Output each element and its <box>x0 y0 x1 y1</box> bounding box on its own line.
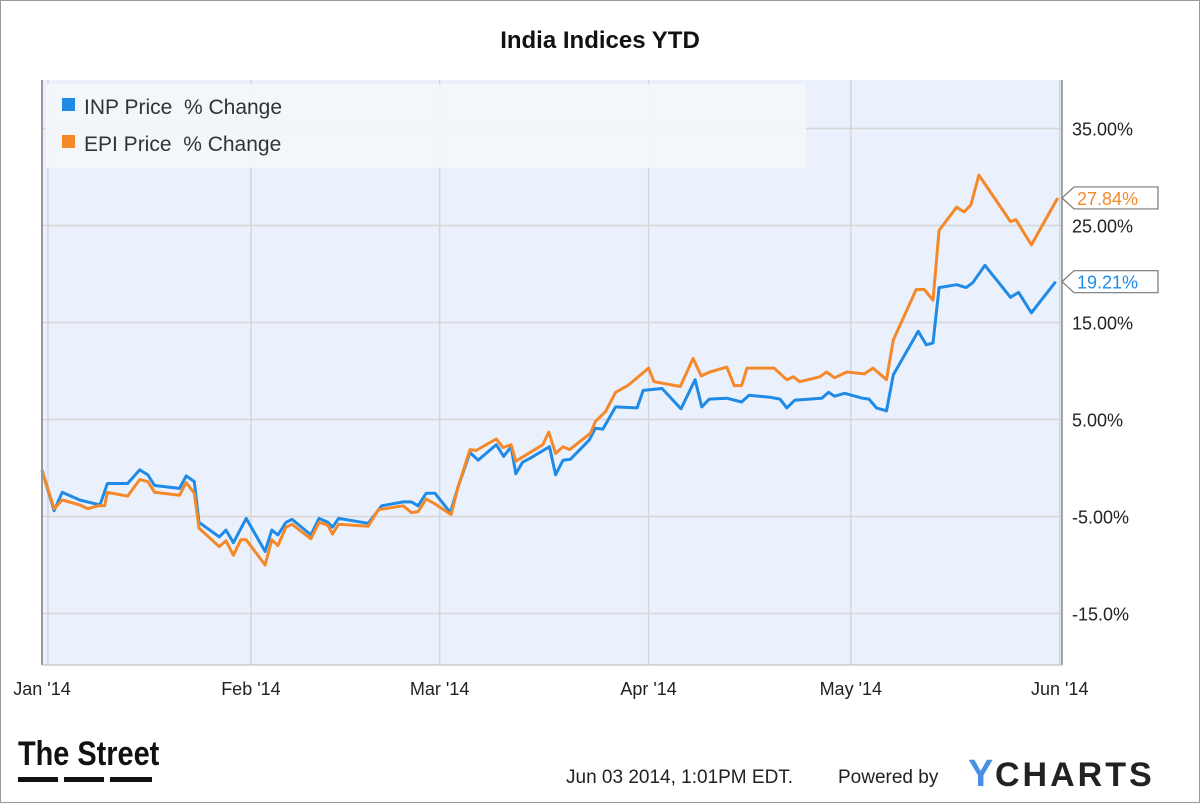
y-tick-label: 25.00% <box>1072 217 1133 237</box>
x-tick-label: Jan '14 <box>13 679 70 699</box>
x-tick-label: Mar '14 <box>410 679 469 699</box>
y-tick-label: 35.00% <box>1072 120 1133 140</box>
end-labels: 19.21% 27.84% <box>1061 186 1159 294</box>
thestreet-logo-bar <box>110 777 152 782</box>
x-tick-label: Apr '14 <box>620 679 676 699</box>
y-tick-label: 15.00% <box>1072 314 1133 334</box>
ycharts-logo-text: CHARTS <box>995 756 1155 794</box>
end-label-value: 27.84% <box>1077 189 1138 209</box>
series-line-epi <box>40 173 1060 567</box>
legend-swatch-inp <box>62 98 75 111</box>
thestreet-logo-bar <box>64 777 104 782</box>
plot-area <box>42 80 1062 665</box>
end-label-box <box>1061 270 1159 294</box>
ycharts-logo[interactable]: Y CHARTS <box>968 753 1155 795</box>
footer-powered-by: Powered by <box>838 767 939 788</box>
legend-box <box>46 84 806 168</box>
y-tick-label: -5.00% <box>1072 508 1129 528</box>
x-tick-label: Feb '14 <box>221 679 280 699</box>
series-line-inp <box>40 263 1057 553</box>
legend: INP Price % Change EPI Price % Change <box>46 84 806 168</box>
axis-ticks: 35.00% 25.00% 15.00% 5.00% -5.00% -15.0% Jan '… <box>13 120 1133 700</box>
x-tick-label: May '14 <box>820 679 882 699</box>
footer-timestamp: Jun 03 2014, 1:01PM EDT. <box>566 767 793 788</box>
ycharts-logo-y: Y <box>968 753 993 795</box>
legend-swatch-epi <box>62 135 75 148</box>
legend-label-epi[interactable]: EPI Price % Change <box>84 133 281 156</box>
legend-label-inp[interactable]: INP Price % Change <box>84 96 282 119</box>
thestreet-logo: The Street <box>18 734 160 782</box>
thestreet-logo-bar <box>18 777 58 782</box>
end-label-box <box>1061 186 1159 210</box>
end-label-value: 19.21% <box>1077 273 1138 293</box>
thestreet-logo-text: The Street <box>18 734 160 773</box>
y-tick-label: -15.0% <box>1072 605 1129 625</box>
chart-title: India Indices YTD <box>500 27 700 54</box>
y-tick-label: 5.00% <box>1072 411 1123 431</box>
series-lines <box>40 173 1060 567</box>
x-tick-label: Jun '14 <box>1031 679 1088 699</box>
